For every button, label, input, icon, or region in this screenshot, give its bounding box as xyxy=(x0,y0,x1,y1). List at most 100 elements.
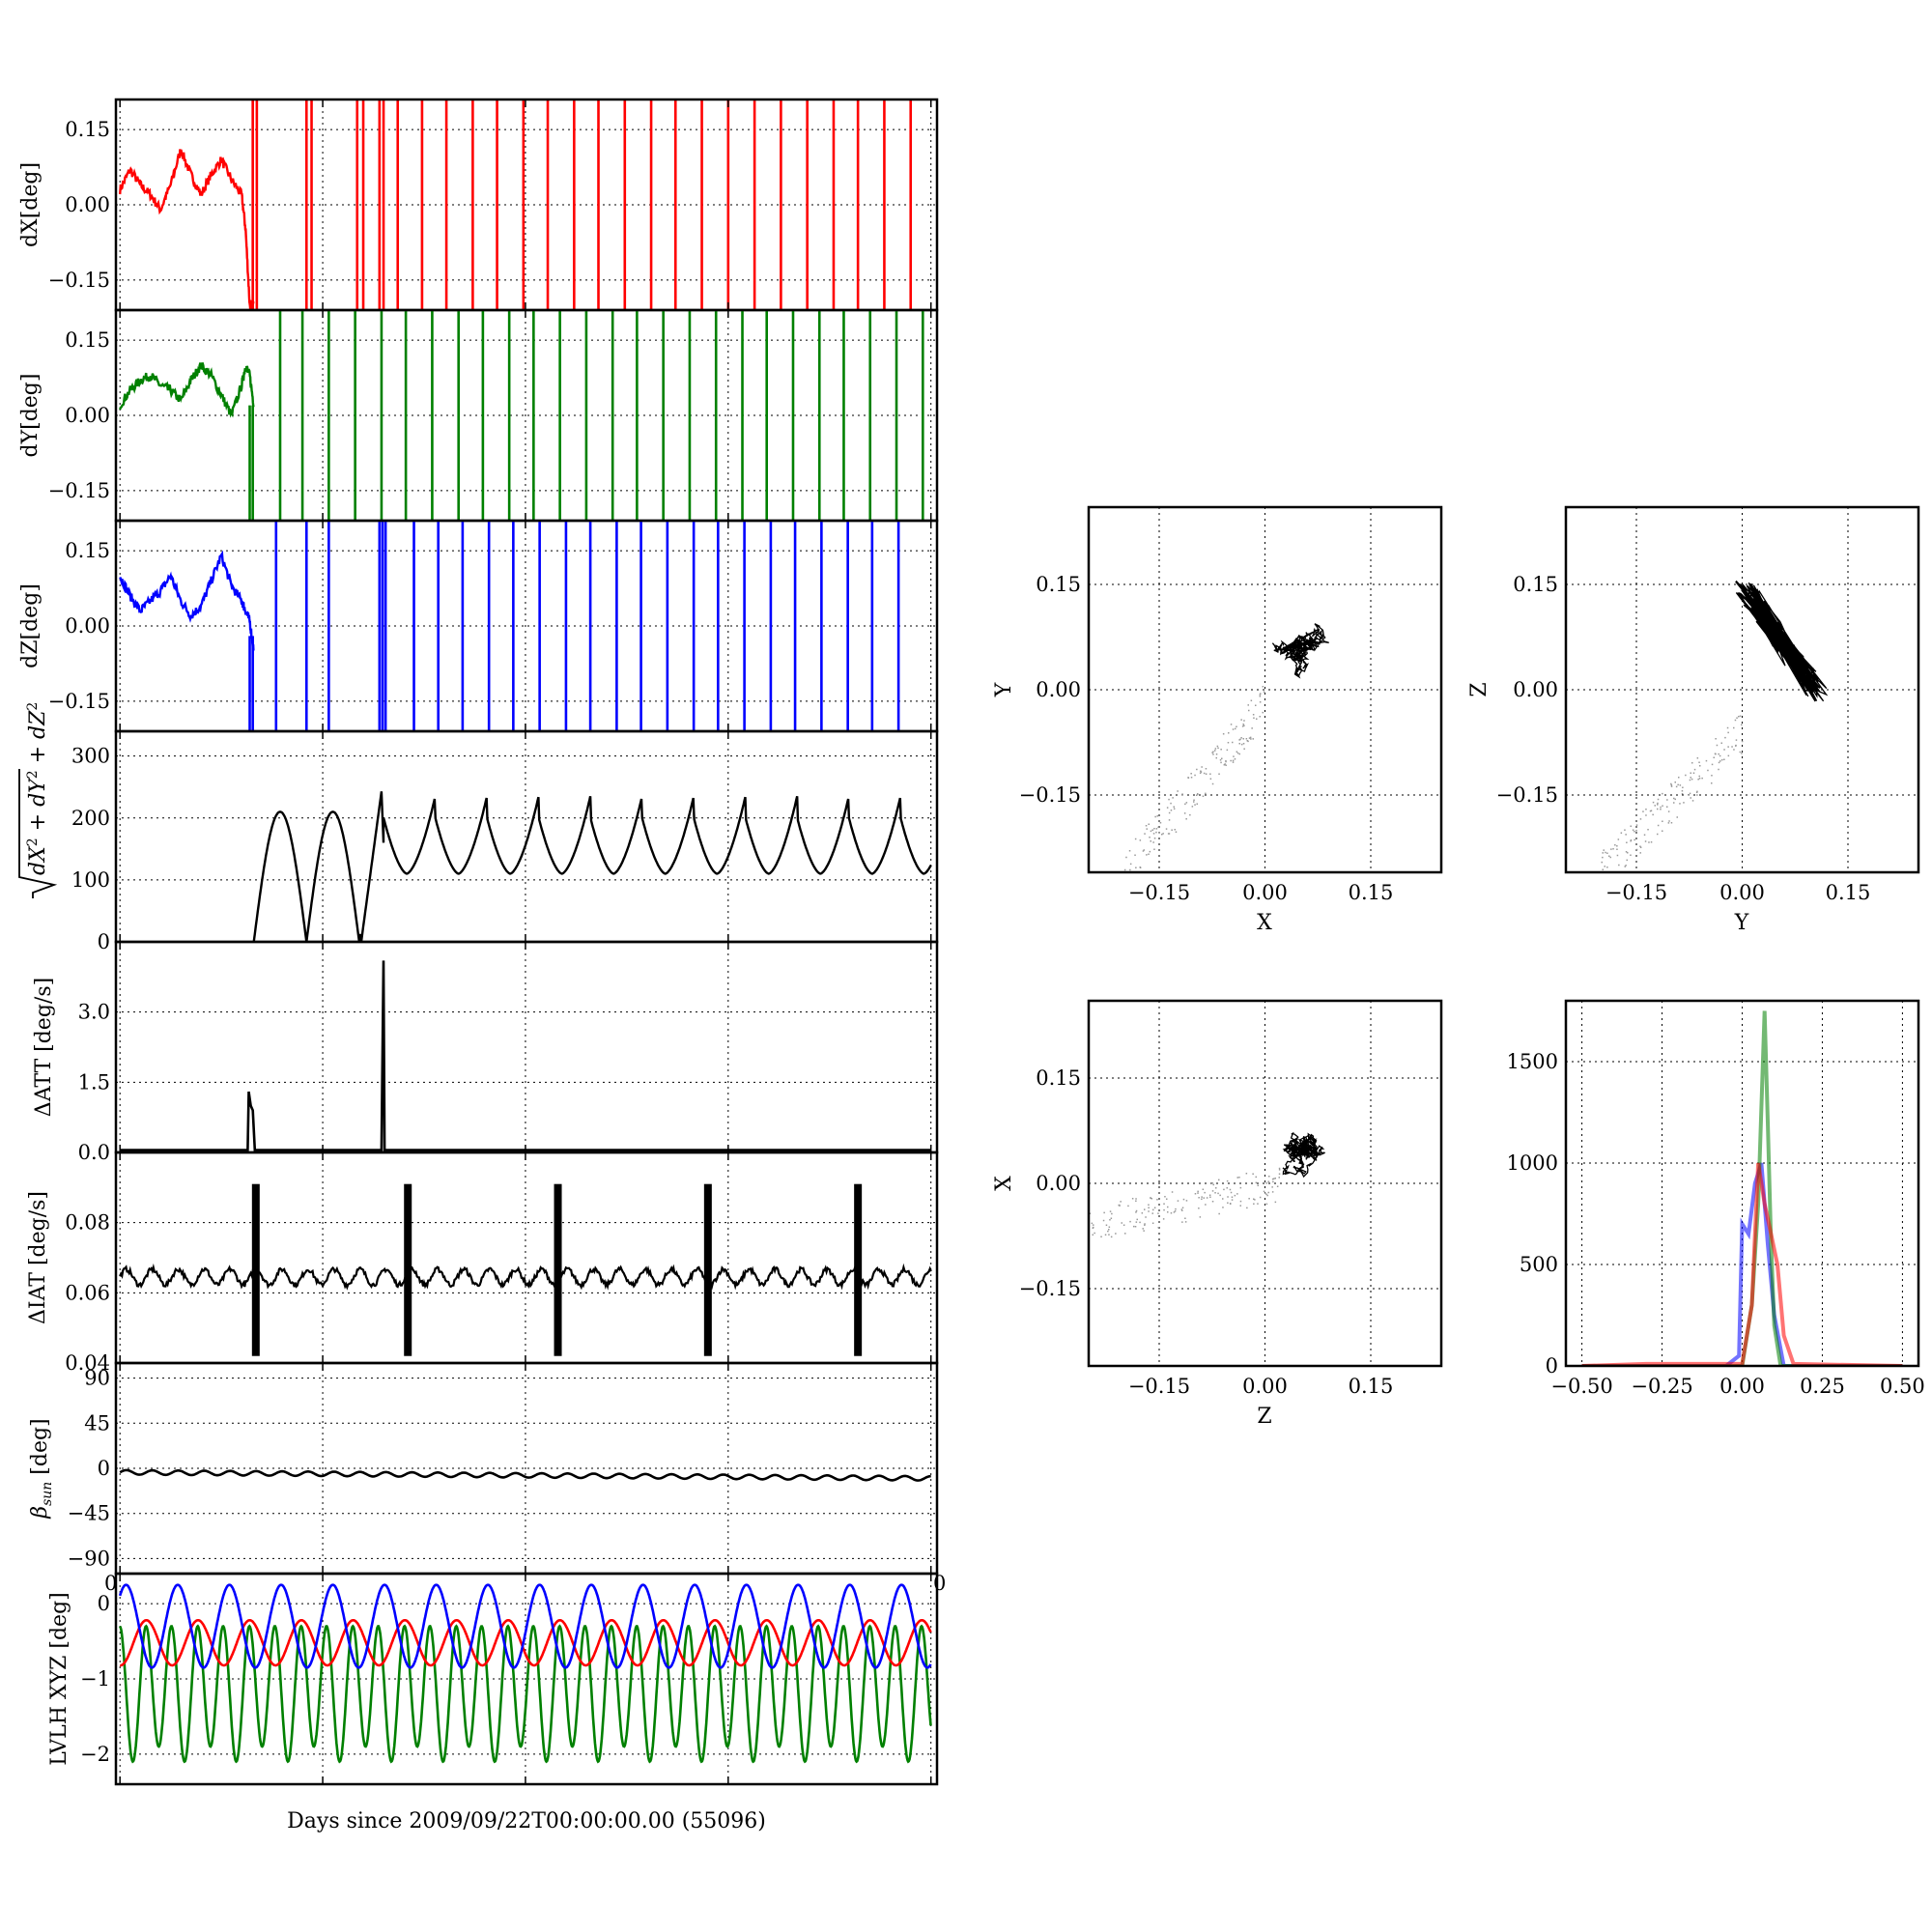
svg-text:dX2 + dY2 + dZ2: dX2 + dY2 + dZ2 xyxy=(25,702,50,875)
hist-xtick-label-2: 0.00 xyxy=(1719,1375,1765,1398)
hist-series-y xyxy=(1581,1010,1903,1366)
beta-ytick-label-4: −90 xyxy=(68,1547,110,1570)
xy-xtick-label-0: −0.15 xyxy=(1128,881,1190,904)
panel-lvlh: 0 −1 −2 LVLH XYZ [deg] 0 0 xyxy=(47,1572,946,1786)
lvlh-overlap-label-right: 0 xyxy=(933,1572,946,1595)
diat-spike-4 xyxy=(854,1183,863,1356)
dr-grid xyxy=(116,731,937,943)
dx-ytick-label-1: 0.00 xyxy=(65,193,110,216)
hist-xtick-label-0: −0.50 xyxy=(1550,1375,1612,1398)
diat-ytick-label-2: 0.04 xyxy=(65,1351,110,1375)
dz-plot xyxy=(119,521,900,731)
zx-plot xyxy=(1089,1131,1325,1238)
panel-dr: 300 200 100 0 dX2 + dY2 + dZ2 xyxy=(18,702,939,953)
hist-plot xyxy=(1581,1010,1903,1366)
hist-grid xyxy=(1566,1001,1918,1367)
datt-ylabel: ΔATT [deg/s] xyxy=(32,978,56,1117)
dr-yticks: 300 200 100 0 xyxy=(71,731,932,953)
datt-ytick-label-2: 0.0 xyxy=(78,1141,110,1164)
lvlh-series-x xyxy=(119,1619,932,1667)
zx-ticks: −0.15 −0.15 0.00 0.00 0.15 0.15 xyxy=(1019,1066,1394,1398)
lvlh-frame xyxy=(114,1572,939,1786)
lvlh-series-y xyxy=(119,1624,932,1764)
dr-ylabel: dX2 + dY2 + dZ2 xyxy=(18,702,58,898)
beta-grid xyxy=(116,1363,937,1574)
xy-faint-points xyxy=(1123,686,1265,872)
xy-frame xyxy=(1087,505,1443,874)
yz-xlabel: Y xyxy=(1734,911,1749,935)
dz-ytick-label-2: −0.15 xyxy=(48,690,110,713)
beta-ytick-label-0: 90 xyxy=(84,1367,110,1390)
xy-xtick-label-2: 0.15 xyxy=(1349,881,1394,904)
dz-ytick-label-0: 0.15 xyxy=(65,539,110,562)
time-xlabel: Days since 2009/09/22T00:00:00.00 (55096… xyxy=(287,1809,766,1833)
yz-plot xyxy=(1601,580,1829,872)
dy-series-line xyxy=(119,362,255,418)
yz-xtick-label-2: 0.15 xyxy=(1826,881,1871,904)
diat-spike-0 xyxy=(251,1183,260,1356)
hist-ytick-label-3: 0 xyxy=(1546,1354,1558,1378)
hist-ticks: −0.50 −0.25 0.00 0.25 0.50 1500 1000 500 0 xyxy=(1507,1050,1925,1398)
dz-ytick-label-1: 0.00 xyxy=(65,614,110,638)
zx-xlabel: Z xyxy=(1257,1405,1271,1429)
dr-ytick-label-2: 100 xyxy=(71,868,110,892)
dr-ytick-label-1: 200 xyxy=(71,807,110,830)
dr-plot xyxy=(252,791,932,942)
dx-plot xyxy=(119,99,913,310)
xy-cluster-points xyxy=(1271,623,1329,679)
hist-series-z xyxy=(1581,1162,1903,1366)
diat-ylabel: ΔIAT [deg/s] xyxy=(26,1191,50,1324)
dx-series-line xyxy=(119,149,255,310)
dz-grid xyxy=(116,521,937,731)
yz-grid xyxy=(1566,507,1918,872)
datt-series-line xyxy=(120,960,931,1151)
lvlh-overlap-label-left: 0 xyxy=(104,1572,117,1595)
hist-ytick-label-0: 1500 xyxy=(1507,1050,1558,1073)
zx-ytick-label-0: −0.15 xyxy=(1019,1277,1081,1300)
lvlh-ytick-label-0: 0 xyxy=(98,1592,110,1615)
xy-grid xyxy=(1089,507,1441,872)
diat-spike-2 xyxy=(554,1183,562,1356)
dr-series-line xyxy=(252,791,932,942)
xy-ytick-label-0: −0.15 xyxy=(1019,783,1081,807)
diat-frame xyxy=(114,1151,939,1365)
panel-xy: −0.15 −0.15 0.00 0.00 0.15 0.15 X Y xyxy=(992,505,1443,935)
dy-grid xyxy=(116,310,937,521)
xy-ticks: −0.15 −0.15 0.00 0.00 0.15 0.15 xyxy=(1019,573,1394,904)
hist-xtick-label-3: 0.25 xyxy=(1800,1375,1845,1398)
zx-xtick-label-1: 0.00 xyxy=(1242,1375,1288,1398)
yz-ticks: −0.15 −0.15 0.00 0.00 0.15 0.15 xyxy=(1496,573,1871,904)
yz-frame xyxy=(1564,505,1920,874)
beta-ytick-label-3: −45 xyxy=(68,1502,110,1525)
xy-xtick-label-1: 0.00 xyxy=(1242,881,1288,904)
dy-ytick-label-0: 0.15 xyxy=(65,328,110,352)
diat-spike-1 xyxy=(404,1183,412,1356)
xy-ytick-label-1: 0.00 xyxy=(1036,678,1081,701)
zx-ylabel: X xyxy=(992,1176,1016,1191)
beta-plot xyxy=(119,1468,931,1482)
beta-ytick-label-2: 0 xyxy=(98,1457,110,1480)
diat-grid xyxy=(116,1152,937,1364)
zx-grid xyxy=(1089,1001,1441,1366)
dy-yticks: 0.15 0.00 −0.15 xyxy=(48,310,932,521)
panel-yz: −0.15 −0.15 0.00 0.00 0.15 0.15 Y Z xyxy=(1467,505,1920,935)
dz-ylabel: dZ[deg] xyxy=(18,583,43,668)
hist-xtick-label-1: −0.25 xyxy=(1631,1375,1692,1398)
yz-ytick-label-2: 0.15 xyxy=(1513,573,1558,596)
yz-cluster-points xyxy=(1735,580,1829,702)
hist-xtick-label-4: 0.50 xyxy=(1880,1375,1925,1398)
lvlh-yticks: 0 −1 −2 xyxy=(80,1574,932,1784)
yz-faint-points xyxy=(1601,715,1744,872)
hist-ytick-label-1: 1000 xyxy=(1507,1151,1558,1175)
xy-xlabel: X xyxy=(1257,911,1272,935)
dr-frame xyxy=(114,729,939,944)
zx-ytick-label-1: 0.00 xyxy=(1036,1172,1081,1195)
diat-spike-3 xyxy=(703,1183,712,1356)
diat-ytick-label-0: 0.08 xyxy=(65,1211,110,1235)
dy-ylabel: dY[deg] xyxy=(18,374,43,458)
dz-series-line xyxy=(119,550,255,651)
datt-ytick-label-1: 1.5 xyxy=(78,1070,110,1094)
hist-ytick-label-2: 500 xyxy=(1520,1253,1558,1276)
diat-yticks: 0.08 0.06 0.04 xyxy=(65,1152,932,1375)
